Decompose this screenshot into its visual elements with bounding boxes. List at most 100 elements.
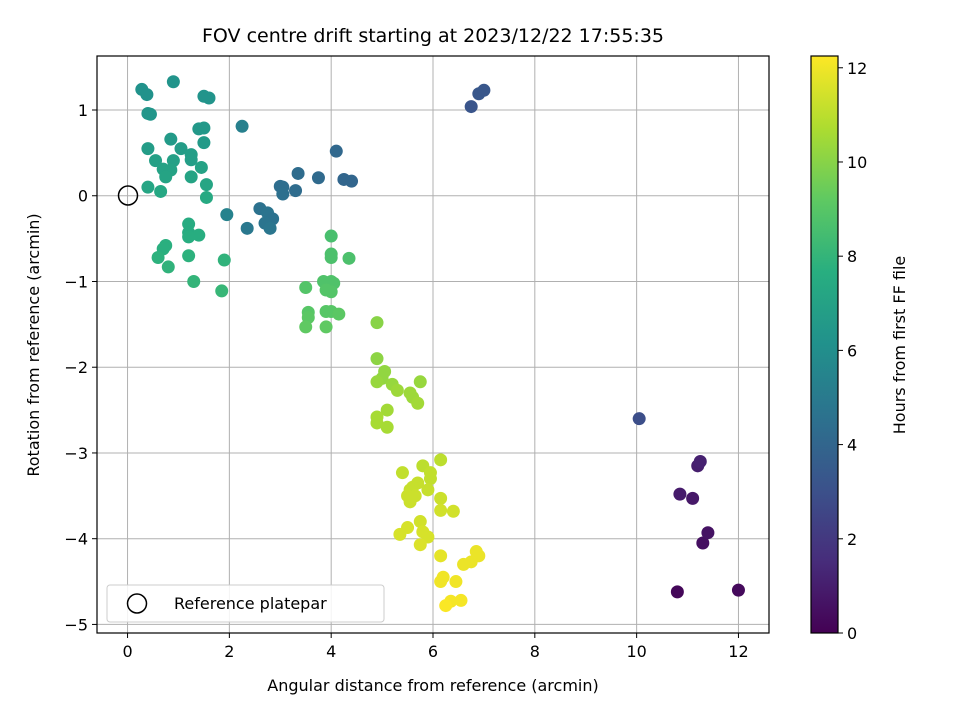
scatter-point bbox=[434, 491, 448, 505]
colorbar-tick-label: 4 bbox=[847, 436, 857, 455]
scatter-point bbox=[395, 466, 409, 480]
scatter-point bbox=[390, 383, 404, 397]
y-tick-label: −1 bbox=[64, 272, 88, 291]
scatter-point bbox=[454, 593, 468, 607]
scatter-point bbox=[215, 284, 229, 298]
scatter-point bbox=[324, 285, 338, 299]
scatter-point bbox=[164, 132, 178, 146]
colorbar-tick-label: 2 bbox=[847, 530, 857, 549]
scatter-point bbox=[380, 403, 394, 417]
scatter-point bbox=[403, 495, 417, 509]
y-ticks: 1 0 −1 −2 −3 −4 −5 bbox=[64, 101, 97, 634]
scatter-point bbox=[701, 526, 715, 540]
scatter-point bbox=[149, 154, 163, 168]
scatter-point bbox=[370, 316, 384, 330]
scatter-point bbox=[464, 100, 478, 114]
colorbar: 0 2 4 6 8 10 12 Hours from first FF file bbox=[810, 55, 909, 643]
legend: Reference platepar bbox=[106, 584, 385, 623]
scatter-point bbox=[141, 180, 155, 194]
x-tick-label: 4 bbox=[326, 642, 336, 661]
scatter-point bbox=[332, 307, 346, 321]
scatter-point bbox=[166, 75, 180, 89]
scatter-point bbox=[240, 221, 254, 235]
scatter-point bbox=[686, 491, 700, 505]
scatter-point bbox=[182, 249, 196, 263]
scatter-point bbox=[434, 549, 448, 563]
scatter-point bbox=[673, 487, 687, 501]
reference-point-marker bbox=[117, 185, 139, 206]
x-tick-label: 6 bbox=[428, 642, 438, 661]
colorbar-frame bbox=[810, 55, 839, 634]
y-tick-label: −5 bbox=[64, 615, 88, 634]
colorbar-tick-label: 8 bbox=[847, 247, 857, 266]
scatter-point bbox=[235, 119, 249, 133]
scatter-point bbox=[184, 170, 198, 184]
scatter-point bbox=[411, 396, 425, 410]
scatter-point bbox=[324, 250, 338, 264]
scatter-point bbox=[311, 171, 325, 185]
colorbar-tick-label: 6 bbox=[847, 341, 857, 360]
scatter-point bbox=[457, 557, 471, 571]
scatter-points bbox=[135, 75, 745, 613]
scatter-point bbox=[154, 184, 168, 198]
scatter-point bbox=[159, 170, 173, 184]
scatter-point bbox=[477, 83, 491, 97]
scatter-point bbox=[319, 320, 333, 334]
scatter-point bbox=[434, 453, 448, 467]
legend-box bbox=[106, 584, 385, 623]
scatter-point bbox=[439, 599, 453, 613]
y-tick-label: 0 bbox=[78, 187, 88, 206]
x-ticks: 0 2 4 6 8 10 12 bbox=[122, 633, 749, 661]
y-tick-label: −4 bbox=[64, 530, 88, 549]
scatter-point bbox=[413, 375, 427, 389]
scatter-point bbox=[693, 455, 707, 469]
scatter-point bbox=[276, 187, 290, 201]
scatter-point bbox=[289, 184, 303, 198]
scatter-point bbox=[182, 230, 196, 244]
scatter-point bbox=[199, 190, 213, 204]
x-tick-label: 0 bbox=[122, 642, 132, 661]
chart-title: FOV centre drift starting at 2023/12/22 … bbox=[202, 25, 664, 47]
scatter-point bbox=[370, 375, 384, 389]
scatter-point bbox=[202, 91, 216, 105]
colorbar-tick-label: 12 bbox=[847, 59, 867, 78]
colorbar-tick-label: 0 bbox=[847, 624, 857, 643]
legend-marker bbox=[126, 593, 148, 614]
x-tick-label: 10 bbox=[626, 642, 646, 661]
scatter-point bbox=[192, 228, 206, 242]
scatter-point bbox=[299, 280, 313, 294]
scatter-point bbox=[434, 503, 448, 517]
colorbar-ticks: 0 2 4 6 8 10 12 bbox=[838, 59, 867, 643]
scatter-point bbox=[423, 472, 437, 486]
scatter-point bbox=[345, 174, 359, 188]
scatter-point bbox=[143, 107, 157, 121]
scatter-point bbox=[141, 142, 155, 156]
scatter-point bbox=[324, 229, 338, 243]
scatter-point bbox=[151, 250, 165, 264]
scatter-point bbox=[670, 585, 684, 599]
x-tick-label: 8 bbox=[530, 642, 540, 661]
colorbar-gradient bbox=[811, 56, 838, 633]
y-tick-label: −3 bbox=[64, 444, 88, 463]
y-axis-label: Rotation from reference (arcmin) bbox=[24, 213, 43, 476]
scatter-point bbox=[342, 251, 356, 265]
scatter-point bbox=[174, 142, 188, 156]
scatter-point bbox=[220, 208, 234, 222]
scatter-point bbox=[184, 153, 198, 167]
scatter-point bbox=[194, 160, 208, 174]
scatter-point bbox=[197, 121, 211, 135]
x-axis-label: Angular distance from reference (arcmin) bbox=[267, 676, 598, 695]
scatter-point bbox=[696, 536, 710, 550]
x-tick-label: 12 bbox=[728, 642, 748, 661]
scatter-point bbox=[413, 538, 427, 552]
scatter-point bbox=[199, 178, 213, 192]
colorbar-tick-label: 10 bbox=[847, 153, 867, 172]
scatter-point bbox=[161, 260, 175, 274]
scatter-point bbox=[197, 136, 211, 150]
scatter-point bbox=[370, 416, 384, 430]
colorbar-label: Hours from first FF file bbox=[890, 256, 909, 435]
scatter-point bbox=[421, 483, 435, 497]
scatter-point bbox=[263, 221, 277, 235]
